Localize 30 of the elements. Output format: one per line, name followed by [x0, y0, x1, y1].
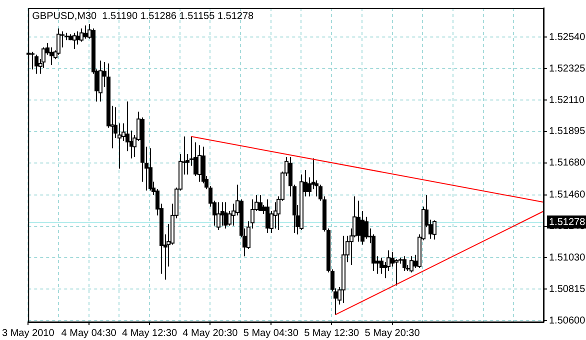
y-tick-label: 1.51895: [549, 126, 586, 138]
candlestick: [224, 202, 228, 230]
x-tick-label: 5 May 04:30: [243, 328, 299, 339]
candlestick: [148, 148, 152, 192]
candlestick: [34, 54, 38, 74]
x-tick-label: 4 May 12:30: [122, 328, 178, 339]
y-tick-label: 1.51460: [549, 190, 586, 201]
x-tick-label: 5 May 20:30: [364, 328, 420, 339]
x-tick-label: 3 May 2010: [2, 328, 55, 339]
y-tick-label: 1.50815: [549, 284, 586, 295]
candlestick: [380, 257, 384, 274]
x-tick-label: 5 May 12:30: [304, 328, 360, 339]
ref-line-label: 1.51278: [549, 216, 586, 228]
candlestick: [364, 216, 368, 240]
candlestick: [76, 30, 80, 46]
y-tick-label: 1.50600: [549, 315, 586, 326]
candlestick: [258, 194, 262, 212]
candlestick: [84, 25, 88, 40]
x-tick-label: 4 May 04:30: [61, 328, 117, 339]
y-tick-label: 1.51680: [549, 158, 586, 169]
y-tick-label: 1.52325: [549, 63, 586, 74]
y-tick-label: 1.52110: [549, 94, 585, 106]
candlestick: [266, 198, 270, 234]
candlestick: [50, 46, 54, 66]
chart-title: GBPUSD,M30 1.51190 1.51286 1.51155 1.51278: [32, 10, 254, 22]
x-tick-label: 4 May 20:30: [182, 328, 238, 339]
y-tick-label: 1.51030: [549, 252, 586, 264]
candlestick: [402, 256, 406, 272]
candlestick: [356, 200, 360, 242]
y-tick-label: 1.52540: [549, 32, 586, 43]
